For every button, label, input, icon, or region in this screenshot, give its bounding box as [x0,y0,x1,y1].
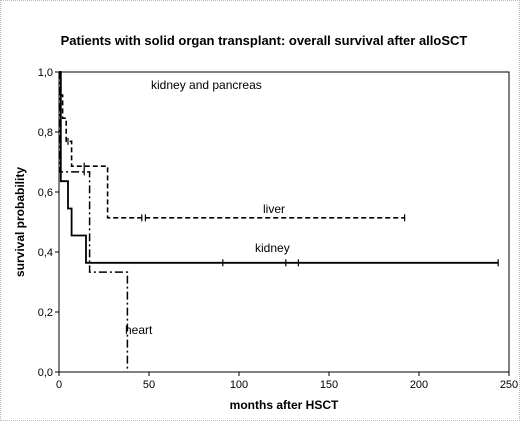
x-tick-label: 250 [500,379,518,391]
series-label-liver: liver [263,202,285,216]
x-tick-label: 50 [143,379,155,391]
series-label-kidney: kidney [255,241,290,255]
series-label-heart: heart [125,323,153,337]
series-line-kidney [59,71,499,264]
series-line-liver [59,71,405,219]
y-tick-label: 0,0 [38,367,53,379]
y-tick-label: 0,6 [38,187,53,199]
chart-title: Patients with solid organ transplant: ov… [61,33,468,48]
series-line-heart [59,71,129,372]
x-tick-label: 100 [230,379,248,391]
y-tick-label: 0,2 [38,307,53,319]
x-tick-label: 200 [410,379,428,391]
x-tick-label: 0 [56,379,62,391]
y-axis-label: survival probability [13,167,27,277]
x-tick-label: 150 [320,379,338,391]
y-tick-label: 1,0 [38,67,53,79]
y-tick-label: 0,4 [38,247,53,259]
x-axis-label: months after HSCT [230,398,339,412]
y-tick-label: 0,8 [38,127,53,139]
series-label-kidney-and-pancreas: kidney and pancreas [151,78,262,92]
